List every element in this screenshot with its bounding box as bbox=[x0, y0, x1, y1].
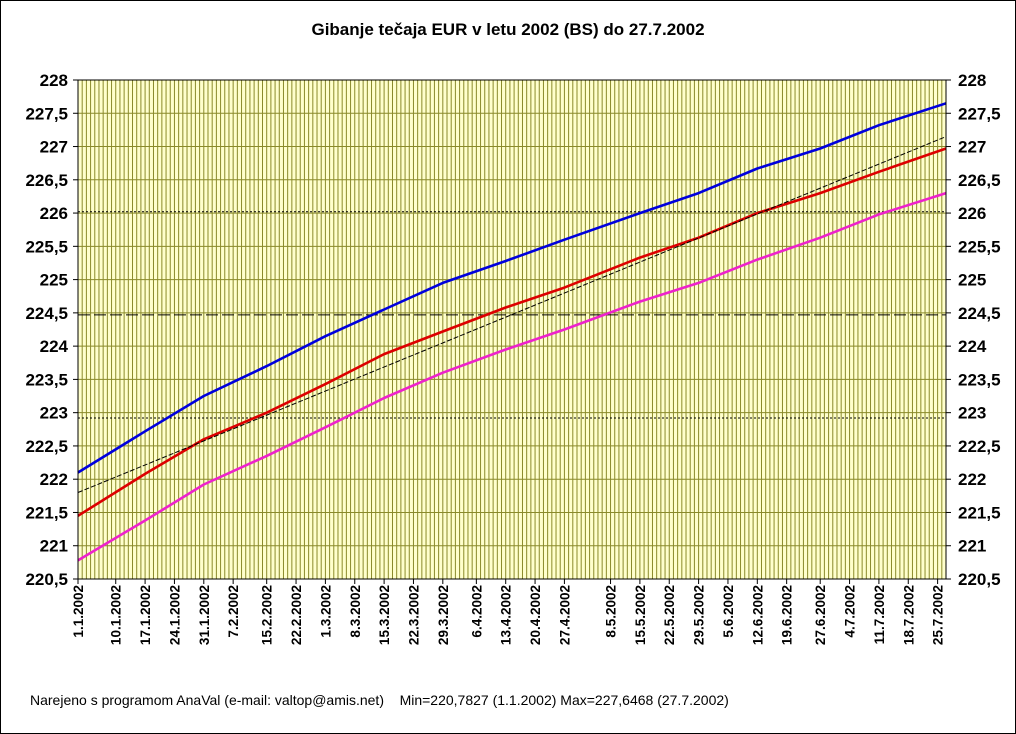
y-axis-left: 220,5 221 221,5 222 222,5 223 223,5 224 224,5 225… bbox=[25, 71, 78, 589]
y-tick-label: 223 bbox=[40, 404, 68, 423]
y-tick-label: 224 bbox=[40, 337, 69, 356]
y-tick-label: 226,5 bbox=[958, 171, 1001, 190]
y-tick-label: 225 bbox=[958, 271, 986, 290]
y-tick-label: 224,5 bbox=[25, 304, 68, 323]
trend-line bbox=[77, 136, 947, 493]
chart-title: Gibanje tečaja EUR v letu 2002 (BS) do 2… bbox=[311, 20, 705, 39]
y-tick-label: 227 bbox=[40, 138, 68, 157]
y-tick-label: 225,5 bbox=[25, 237, 68, 256]
x-tick-label: 4.7.2002 bbox=[843, 585, 858, 638]
x-tick-label: 7.2.2002 bbox=[226, 585, 241, 638]
footer-stats: Min=220,7827 (1.1.2002) Max=227,6468 (27… bbox=[399, 692, 729, 708]
y-tick-label: 221,5 bbox=[958, 503, 1001, 522]
x-tick-label: 29.5.2002 bbox=[692, 585, 707, 645]
vertical-gridlines bbox=[77, 80, 947, 579]
y-tick-label: 222,5 bbox=[25, 437, 68, 456]
x-tick-label: 22.5.2002 bbox=[662, 585, 677, 645]
y-tick-label: 222 bbox=[958, 470, 986, 489]
x-tick-label: 11.7.2002 bbox=[872, 585, 887, 644]
x-tick-label: 6.4.2002 bbox=[469, 585, 484, 638]
y-tick-label: 220,5 bbox=[958, 570, 1001, 589]
x-tick-label: 22.2.2002 bbox=[289, 585, 304, 645]
x-tick-label: 18.7.2002 bbox=[901, 585, 916, 645]
plot-area bbox=[78, 80, 946, 579]
x-tick-label: 1.1.2002 bbox=[71, 585, 86, 638]
y-tick-label: 222 bbox=[40, 470, 68, 489]
x-tick-label: 19.6.2002 bbox=[780, 585, 795, 645]
y-tick-label: 220,5 bbox=[25, 570, 68, 589]
y-tick-label: 221 bbox=[40, 537, 68, 556]
y-tick-label: 225,5 bbox=[958, 237, 1001, 256]
x-tick-label: 25.7.2002 bbox=[931, 585, 946, 645]
y-tick-label: 223,5 bbox=[958, 370, 1001, 389]
x-tick-label: 27.6.2002 bbox=[813, 585, 828, 645]
series-lines bbox=[77, 102, 947, 562]
y-tick-label: 222,5 bbox=[958, 437, 1001, 456]
series-line-2 bbox=[77, 147, 947, 517]
x-tick-label: 1.3.2002 bbox=[318, 585, 333, 638]
x-tick-label: 29.3.2002 bbox=[436, 585, 451, 645]
x-tick-label: 5.6.2002 bbox=[721, 585, 736, 638]
x-tick-label: 13.4.2002 bbox=[499, 585, 514, 645]
x-tick-label: 10.1.2002 bbox=[109, 585, 124, 645]
x-tick-label: 15.2.2002 bbox=[260, 585, 275, 645]
x-tick-label: 20.4.2002 bbox=[528, 585, 543, 645]
x-tick-label: 12.6.2002 bbox=[750, 585, 765, 645]
y-tick-label: 223 bbox=[958, 404, 986, 423]
y-tick-label: 221,5 bbox=[25, 503, 68, 522]
y-axis-right: 220,5 221 221,5 222 222,5 223 223,5 224 224,5 225… bbox=[946, 71, 1001, 589]
y-tick-label: 226,5 bbox=[25, 171, 68, 190]
y-tick-label: 223,5 bbox=[25, 370, 68, 389]
y-tick-label: 227,5 bbox=[25, 104, 68, 123]
x-tick-label: 27.4.2002 bbox=[557, 585, 572, 645]
y-tick-label: 221 bbox=[958, 537, 986, 556]
footer: Narejeno s programom AnaVal (e-mail: val… bbox=[30, 692, 729, 708]
x-axis: 1.1.2002 10.1.2002 17.1.2002 24.1.2002 31.1.… bbox=[71, 579, 946, 645]
x-tick-label: 17.1.2002 bbox=[138, 585, 153, 645]
x-tick-label: 8.3.2002 bbox=[348, 585, 363, 638]
x-tick-label: 22.3.2002 bbox=[407, 585, 422, 645]
footer-credit: Narejeno s programom AnaVal (e-mail: val… bbox=[30, 692, 384, 708]
x-tick-label: 31.1.2002 bbox=[197, 585, 212, 645]
y-tick-label: 227 bbox=[958, 138, 986, 157]
reference-lines bbox=[78, 211, 946, 419]
y-tick-label: 224,5 bbox=[958, 304, 1001, 323]
x-tick-label: 24.1.2002 bbox=[167, 585, 182, 645]
plot-border bbox=[77, 79, 947, 580]
x-tick-label: 15.5.2002 bbox=[633, 585, 648, 645]
series-line-3 bbox=[77, 191, 947, 562]
y-tick-label: 227,5 bbox=[958, 104, 1001, 123]
series-line-1 bbox=[77, 102, 947, 474]
y-tick-label: 228 bbox=[958, 71, 986, 90]
y-tick-label: 226 bbox=[40, 204, 68, 223]
x-tick-label: 8.5.2002 bbox=[604, 585, 619, 638]
x-tick-label: 15.3.2002 bbox=[377, 585, 392, 645]
y-tick-label: 228 bbox=[40, 71, 68, 90]
y-tick-label: 225 bbox=[40, 271, 68, 290]
y-tick-label: 224 bbox=[958, 337, 987, 356]
y-tick-label: 226 bbox=[958, 204, 986, 223]
